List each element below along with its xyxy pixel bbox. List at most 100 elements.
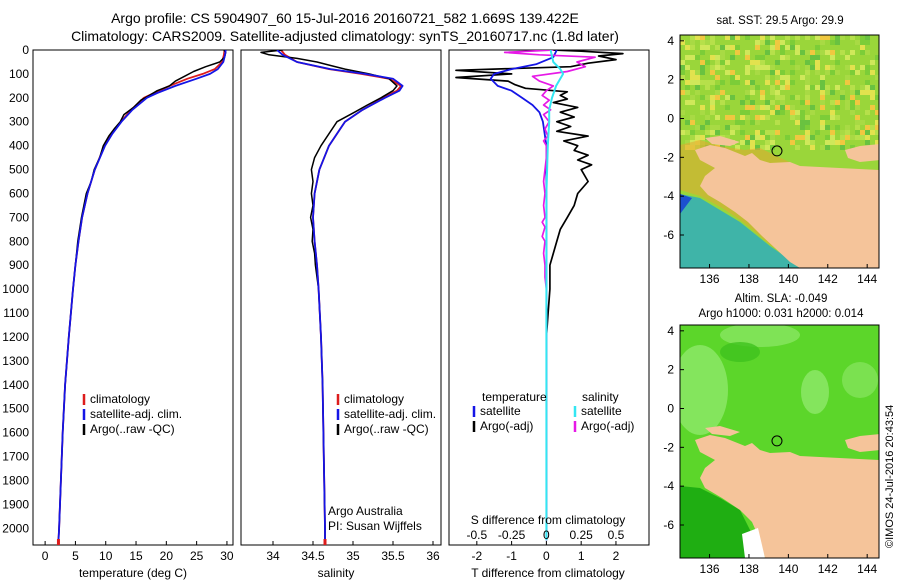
salinity-legend-label: climatology [344,392,404,406]
sst-pixel [840,145,845,150]
sst-pixel [830,130,835,135]
sst-pixel [705,85,710,90]
sst-pixel [695,55,700,60]
x-tick-label: 5 [72,549,79,563]
sst-pixel [800,120,805,125]
difference-legend-label: satellite [581,404,622,418]
sst-pixel [680,90,685,95]
sst-pixel [705,40,710,45]
sla-island-east [845,434,879,452]
sst-pixel [825,50,830,55]
sst-pixel [805,95,810,100]
sst-pixel [755,70,760,75]
sst-pixel [775,40,780,45]
sst-pixel [710,80,715,85]
sst-pixel [700,35,705,40]
sst-pixel [680,40,685,45]
sst-pixel [700,110,705,115]
sst-pixel [845,135,850,140]
sst-pixel [850,105,855,110]
sla-lat-tick-label: -6 [663,518,674,532]
sla-map-title-line2: Argo h1000: 0.031 h2000: 0.014 [699,308,865,320]
sst-pixel [775,130,780,135]
sst-pixel [770,70,775,75]
sst-pixel [765,145,770,150]
sst-pixel [805,35,810,40]
sst-pixel [795,35,800,40]
sst-pixel [835,60,840,65]
sst-cold-patch [680,194,692,214]
sst-pixel [710,105,715,110]
sst-pixel [850,135,855,140]
sst-pixel [840,90,845,95]
sst-pixel [875,125,879,130]
sst-pixel [855,135,860,140]
sst-pixel [770,100,775,105]
sst-pixel [755,65,760,70]
sst-pixel [750,100,755,105]
figure-title-line1: Argo profile: CS 5904907_60 15-Jul-2016 … [111,10,579,26]
sst-pixel [810,55,815,60]
sst-pixel [835,70,840,75]
sst-lon-tick-label: 138 [739,272,759,286]
sst-pixel [715,90,720,95]
sst-pixel [820,125,825,130]
sst-pixel [750,65,755,70]
sst-pixel [870,125,875,130]
sst-pixel [775,45,780,50]
sst-pixel [775,120,780,125]
sst-pixel [845,130,850,135]
sst-pixel [825,125,830,130]
sst-pixel [810,85,815,90]
sst-pixel [690,95,695,100]
sst-pixel [745,135,750,140]
sst-pixel [730,80,735,85]
sst-pixel [720,100,725,105]
sst-pixel [790,140,795,145]
sst-pixel [780,95,785,100]
sst-pixel [800,75,805,80]
sst-pixel [850,50,855,55]
sst-pixel [715,75,720,80]
sst-pixel [765,65,770,70]
sst-pixel [710,55,715,60]
sst-pixel [855,100,860,105]
sst-pixel [835,105,840,110]
sst-pixel [695,70,700,75]
sst-pixel [870,130,875,135]
sst-pixel [745,140,750,145]
sst-pixel [765,130,770,135]
sst-pixel [745,35,750,40]
imos-credit: ©IMOS 24-Jul-2016 20:43:54 [884,405,896,548]
sst-pixel [860,65,865,70]
sst-pixel [720,55,725,60]
sst-pixel [770,85,775,90]
sst-pixel [820,100,825,105]
sst-pixel [850,35,855,40]
sst-pixel [830,40,835,45]
sst-pixel [850,85,855,90]
sst-lat-tick-label: -6 [663,228,674,242]
sst-pixel [755,135,760,140]
sst-pixel [815,60,820,65]
x-tick-label: 1 [578,549,585,563]
sst-pixel [835,125,840,130]
temperature-line-satellite-adj-clim [57,50,227,541]
sst-pixel [805,65,810,70]
x-tick-label: 20 [160,549,174,563]
sst-pixel [685,120,690,125]
sst-pixel [735,145,740,150]
sst-pixel [870,70,875,75]
sla-argo-marker [771,435,783,447]
sst-pixel [735,75,740,80]
sst-pixel [785,55,790,60]
sst-pixel [790,110,795,115]
sst-map-title: sat. SST: 29.5 Argo: 29.9 [716,15,843,27]
sst-pixel [830,140,835,145]
sst-pixel [870,85,875,90]
salinity-satellite-diff-line [545,50,565,541]
sla-lon-tick-label: 138 [739,562,759,576]
sst-pixel [795,115,800,120]
